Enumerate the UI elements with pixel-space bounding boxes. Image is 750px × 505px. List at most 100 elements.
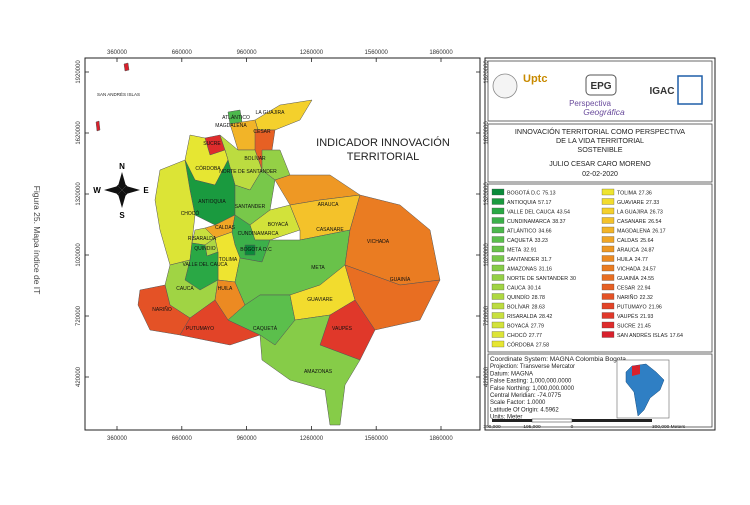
compass-label: N bbox=[119, 162, 125, 171]
scale-label: 195,000 bbox=[523, 424, 541, 430]
legend-swatch bbox=[601, 302, 615, 310]
region-label: BOGOTÁ D.C bbox=[240, 246, 272, 253]
legend-name: ARAUCA bbox=[617, 247, 640, 253]
igac-logo: IGAC bbox=[650, 86, 675, 97]
legend-name: META bbox=[507, 247, 522, 253]
region-label: PUTUMAYO bbox=[186, 326, 214, 332]
legend-swatch bbox=[601, 312, 615, 319]
legend-name: SAN ANDRÉS ISLAS bbox=[617, 332, 668, 339]
legend-swatch bbox=[491, 312, 505, 319]
legend-value: 26.17 bbox=[652, 228, 665, 234]
legend-value: 43.54 bbox=[557, 209, 570, 215]
panel-title: INNOVACIÓN TERRITORIAL COMO PERSPECTIVA bbox=[515, 127, 685, 136]
legend-label: VALLE DEL CAUCA 43.54 bbox=[507, 209, 570, 215]
legend-value: 31.7 bbox=[541, 257, 551, 263]
legend-label: SAN ANDRÉS ISLAS 17.64 bbox=[617, 332, 683, 339]
legend-name: PUTUMAYO bbox=[617, 304, 647, 310]
legend-swatch bbox=[491, 283, 505, 291]
legend-name: CAUCA bbox=[507, 285, 526, 291]
region-label: LA GUAJIRA bbox=[256, 110, 286, 116]
legend-label: TOLIMA 27.36 bbox=[617, 190, 652, 196]
legend-value: 30 bbox=[570, 276, 576, 282]
department bbox=[259, 314, 361, 426]
legend-swatch bbox=[601, 264, 615, 272]
legend-swatch bbox=[491, 217, 505, 224]
region-label: META bbox=[311, 265, 325, 271]
legend-label: HUILA 24.77 bbox=[617, 257, 648, 263]
x-tick-label: 960000 bbox=[237, 50, 258, 56]
legend-label: VAUPÉS 21.93 bbox=[617, 313, 653, 320]
inset-continent bbox=[625, 363, 665, 417]
legend-swatch bbox=[491, 207, 505, 215]
legend-swatch bbox=[491, 274, 505, 281]
legend-swatch bbox=[601, 236, 615, 243]
region-label: GUAINÍA bbox=[390, 276, 411, 283]
legend-name: MAGDALENA bbox=[617, 228, 651, 234]
legend: BOGOTÁ D.C 75.13 ANTIOQUIA 57.17 VALLE DEL C… bbox=[491, 188, 683, 348]
legend-swatch bbox=[601, 331, 615, 338]
legend-label: RISARALDA 28.42 bbox=[507, 314, 552, 320]
region-label: CUNDINAMARCA bbox=[238, 231, 280, 237]
legend-label: MAGDALENA 26.17 bbox=[617, 228, 666, 234]
y-tick-label: 1920000 bbox=[76, 60, 82, 84]
legend-label: SANTANDER 31.7 bbox=[507, 257, 552, 263]
x-tick-label: 660000 bbox=[172, 436, 193, 442]
figure-caption: Figura 25. Mapa índice de IT bbox=[32, 186, 42, 295]
epg-logo: EPG bbox=[590, 81, 611, 92]
region-label: CÓRDOBA bbox=[195, 165, 221, 172]
y-tick-label: 1920000 bbox=[484, 60, 490, 84]
legend-swatch bbox=[601, 226, 615, 234]
legend-swatch bbox=[491, 245, 505, 253]
legend-name: CESAR bbox=[617, 285, 635, 291]
info: Coordinate System: MAGNA Colombia Bogota… bbox=[490, 356, 626, 421]
legend-swatch bbox=[601, 293, 615, 300]
region-label: CHOCÓ bbox=[181, 210, 200, 217]
legend-swatch bbox=[491, 340, 505, 348]
x-tick-label: 1260000 bbox=[300, 50, 324, 56]
info-line: False Northing: 1,000,000.0000 bbox=[490, 386, 575, 392]
x-tick-label: 360000 bbox=[107, 436, 128, 442]
region-label: ATLÁNTICO bbox=[222, 114, 250, 121]
legend-value: 30.14 bbox=[528, 285, 541, 291]
legend-value: 21.96 bbox=[649, 304, 662, 310]
y-tick-label: 1020000 bbox=[484, 243, 490, 267]
region-label: CALDAS bbox=[215, 225, 236, 231]
scale-segment bbox=[531, 418, 573, 423]
legend-name: VICHADA bbox=[617, 266, 641, 272]
legend-name: GUAVIARE bbox=[617, 200, 644, 206]
inset-colombia bbox=[632, 365, 640, 376]
legend-value: 31.16 bbox=[539, 266, 552, 272]
author: JULIO CESAR CARO MORENO bbox=[549, 161, 651, 168]
x-tick-label: 1560000 bbox=[365, 436, 389, 442]
perspectiva-logo: Geográfica bbox=[583, 107, 625, 117]
legend-name: SUCRE bbox=[617, 323, 636, 329]
date: 02-02-2020 bbox=[582, 171, 618, 178]
legend-value: 34.66 bbox=[538, 228, 551, 234]
scale-segment bbox=[492, 419, 532, 422]
compass: N S E W bbox=[93, 162, 149, 220]
legend-label: GUAINÍA 24.55 bbox=[617, 275, 654, 282]
legend-value: 38.37 bbox=[552, 219, 565, 225]
legend-swatch bbox=[601, 217, 615, 224]
compass-label: S bbox=[119, 211, 125, 220]
region-label: BOLÍVAR bbox=[244, 155, 266, 162]
legend-value: 32.91 bbox=[523, 247, 536, 253]
legend-swatch bbox=[491, 321, 505, 329]
legend-value: 28.42 bbox=[539, 314, 552, 320]
region-label: BOYACÁ bbox=[268, 221, 289, 228]
legend-label: CASANARE 26.54 bbox=[617, 219, 661, 225]
scale-bar bbox=[492, 418, 652, 423]
map-title: INDICADOR INNOVACIÓN bbox=[316, 136, 450, 149]
legend-value: 28.78 bbox=[532, 295, 545, 301]
legend-label: BOLÍVAR 28.63 bbox=[507, 303, 545, 310]
legend-name: NORTE DE SANTANDER bbox=[507, 276, 568, 282]
legend-name: CALDAS bbox=[617, 238, 639, 244]
legend-swatch bbox=[491, 264, 505, 272]
uptc-logo: Uptc bbox=[523, 73, 547, 85]
legend-label: BOGOTÁ D.C 75.13 bbox=[507, 189, 556, 196]
region-label: GUAVIARE bbox=[307, 297, 333, 303]
region-label: HUILA bbox=[218, 286, 233, 292]
legend-swatch bbox=[491, 236, 505, 243]
legend-value: 26.54 bbox=[648, 219, 661, 225]
x-tick-label: 1260000 bbox=[300, 436, 324, 442]
